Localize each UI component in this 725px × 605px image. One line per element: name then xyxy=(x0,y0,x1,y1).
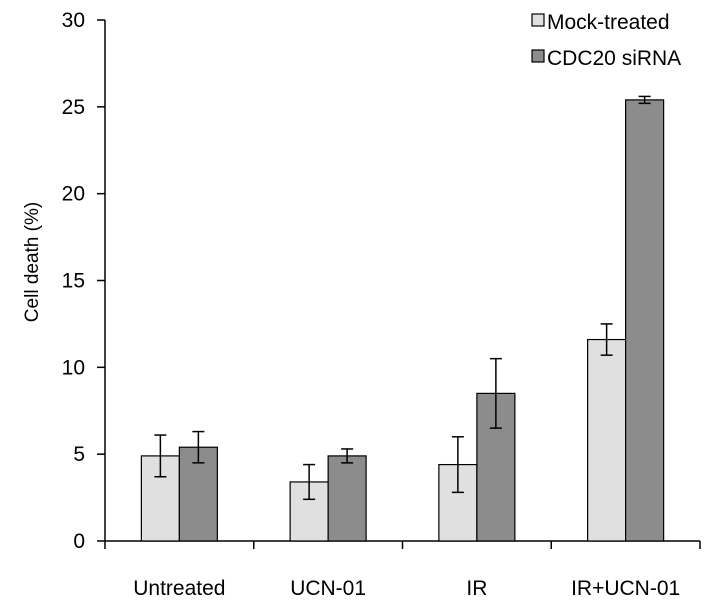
legend-swatch xyxy=(531,13,545,27)
y-tick-label: 30 xyxy=(62,9,85,32)
bar xyxy=(625,99,665,542)
x-axis: Untreated UCN-01 IR IR+UCN-01 xyxy=(104,540,701,600)
bar xyxy=(327,455,367,542)
y-tick-label: 15 xyxy=(62,270,85,293)
x-category-label: Untreated xyxy=(133,577,225,600)
x-category-label: IR+UCN-01 xyxy=(571,577,680,600)
error-bars xyxy=(154,95,651,501)
bars xyxy=(140,99,665,542)
y-tick-label: 0 xyxy=(73,530,85,553)
y-axis-title: Cell death (%) xyxy=(22,202,43,322)
legend-label: CDC20 siRNA xyxy=(547,47,681,70)
legend: Mock-treated CDC20 siRNA xyxy=(531,11,681,70)
bar xyxy=(587,338,627,542)
y-tick-label: 5 xyxy=(73,443,85,466)
legend-swatch xyxy=(531,49,545,63)
y-tick-label: 10 xyxy=(62,356,85,379)
legend-label: Mock-treated xyxy=(547,11,670,34)
x-category-label: IR xyxy=(466,577,487,600)
y-tick-label: 20 xyxy=(62,183,85,206)
y-tick-label: 25 xyxy=(62,96,85,119)
y-axis: 0 5 10 15 20 25 30 xyxy=(62,9,106,553)
x-category-label: UCN-01 xyxy=(290,577,366,600)
